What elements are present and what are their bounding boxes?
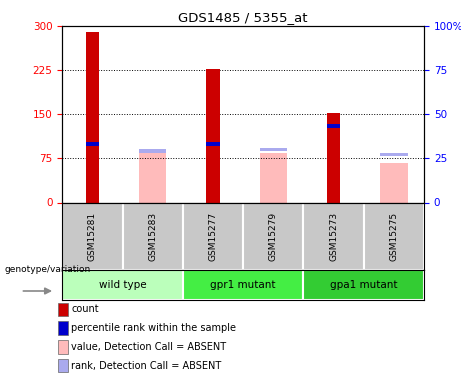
Bar bbox=[327, 124, 340, 128]
Text: GSM15275: GSM15275 bbox=[390, 211, 398, 261]
Bar bbox=[207, 142, 219, 146]
Bar bbox=[86, 32, 99, 203]
Bar bbox=[62, 202, 123, 270]
Bar bbox=[58, 340, 68, 354]
Text: wild type: wild type bbox=[99, 280, 146, 290]
Bar bbox=[303, 270, 424, 300]
Text: percentile rank within the sample: percentile rank within the sample bbox=[71, 323, 236, 333]
Text: GSM15283: GSM15283 bbox=[148, 211, 157, 261]
Text: value, Detection Call = ABSENT: value, Detection Call = ABSENT bbox=[71, 342, 226, 352]
Text: GSM15277: GSM15277 bbox=[208, 211, 218, 261]
Text: GSM15281: GSM15281 bbox=[88, 211, 97, 261]
Bar bbox=[207, 69, 219, 203]
Text: GSM15273: GSM15273 bbox=[329, 211, 338, 261]
Bar bbox=[86, 142, 99, 146]
Text: genotype/variation: genotype/variation bbox=[5, 266, 91, 274]
Bar bbox=[58, 303, 68, 316]
Bar bbox=[139, 149, 166, 153]
Bar bbox=[139, 150, 166, 202]
Bar bbox=[123, 202, 183, 270]
Text: rank, Detection Call = ABSENT: rank, Detection Call = ABSENT bbox=[71, 361, 222, 370]
Bar bbox=[380, 162, 408, 202]
Bar bbox=[364, 202, 424, 270]
Bar bbox=[380, 153, 408, 156]
Bar bbox=[260, 148, 287, 152]
Text: gpr1 mutant: gpr1 mutant bbox=[210, 280, 276, 290]
Bar bbox=[243, 202, 303, 270]
Bar bbox=[327, 112, 340, 202]
Text: GSM15279: GSM15279 bbox=[269, 211, 278, 261]
Bar bbox=[58, 321, 68, 335]
Bar bbox=[183, 202, 243, 270]
Bar bbox=[183, 270, 303, 300]
Title: GDS1485 / 5355_at: GDS1485 / 5355_at bbox=[178, 11, 308, 24]
Bar bbox=[260, 153, 287, 203]
Bar bbox=[62, 270, 183, 300]
Bar bbox=[58, 359, 68, 372]
Text: gpa1 mutant: gpa1 mutant bbox=[330, 280, 397, 290]
Text: count: count bbox=[71, 304, 99, 314]
Bar bbox=[303, 202, 364, 270]
